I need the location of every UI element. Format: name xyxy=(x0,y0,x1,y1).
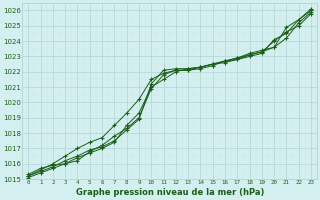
X-axis label: Graphe pression niveau de la mer (hPa): Graphe pression niveau de la mer (hPa) xyxy=(76,188,264,197)
